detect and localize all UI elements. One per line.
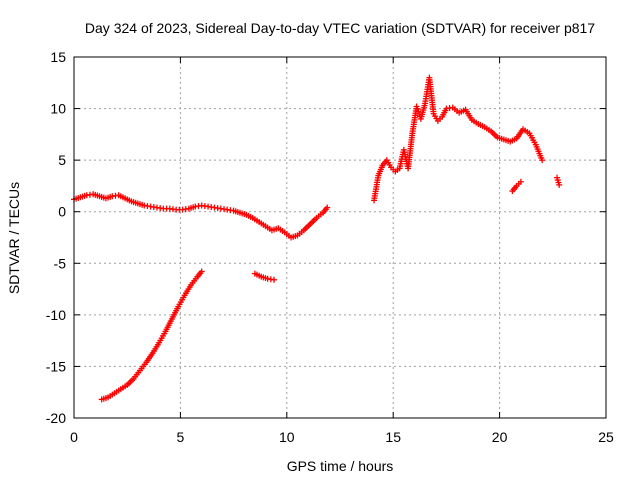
series-late-segment-21h	[509, 178, 524, 195]
data-point	[379, 158, 389, 169]
x-tick-label: 25	[598, 429, 614, 445]
data-point	[198, 202, 208, 210]
x-tick-label: 20	[492, 429, 508, 445]
data-point	[488, 128, 499, 139]
data-point	[409, 105, 420, 137]
data-point	[258, 273, 269, 282]
data-point	[532, 141, 545, 161]
data-point	[217, 205, 228, 213]
data-point	[268, 225, 280, 234]
data-point	[147, 203, 157, 211]
data-point	[539, 157, 546, 164]
x-tick-label: 0	[70, 429, 78, 445]
data-point	[143, 351, 155, 366]
data-point	[324, 204, 331, 211]
data-point	[175, 294, 187, 310]
data-point	[256, 219, 267, 228]
y-tick-label: -20	[46, 410, 66, 426]
data-point	[98, 395, 109, 403]
data-point	[149, 341, 161, 357]
data-point	[526, 130, 538, 146]
data-point	[162, 318, 174, 335]
y-tick-labels: -20 -15 -10 -5 0 5 10 15	[46, 49, 66, 426]
x-tick-label: 15	[385, 429, 401, 445]
data-point	[517, 178, 524, 185]
y-tick-label: 10	[50, 101, 66, 117]
data-point	[288, 233, 299, 241]
y-tick-label: 15	[50, 49, 66, 65]
data-point	[77, 192, 88, 201]
data-point	[456, 107, 467, 116]
series-late-segment-23h	[554, 174, 563, 188]
data-point	[271, 276, 278, 283]
data-point	[156, 330, 168, 346]
data-point	[481, 124, 492, 133]
data-point	[417, 102, 428, 122]
series-main-track-0-12h	[71, 191, 331, 241]
series-evening-rise	[371, 74, 546, 204]
data-point	[153, 204, 164, 212]
data-point	[117, 383, 129, 393]
y-tick-label: 5	[58, 152, 66, 168]
x-axis-label: GPS time / hours	[287, 458, 394, 474]
y-axis-label: SDTVAR / TECUs	[6, 182, 22, 294]
grid-lines	[74, 57, 606, 418]
y-tick-label: -5	[54, 255, 67, 271]
x-tick-labels: 0 5 10 15 20 25	[70, 429, 614, 445]
data-point	[115, 192, 126, 201]
data-point	[243, 211, 254, 220]
data-point	[236, 209, 248, 218]
data-point	[375, 164, 385, 179]
data-point	[168, 305, 181, 322]
y-tick-label: -10	[46, 307, 66, 323]
data-point	[211, 204, 221, 212]
data-point	[556, 181, 563, 188]
series-short-segment-9h	[251, 270, 278, 283]
data-point	[371, 174, 381, 204]
data-point	[554, 174, 562, 186]
data-points	[71, 74, 563, 403]
series-descending-arc	[98, 268, 205, 403]
data-point	[166, 205, 176, 213]
data-point	[205, 203, 215, 211]
y-tick-label: 0	[58, 204, 66, 220]
data-point	[426, 74, 437, 115]
data-point	[319, 206, 329, 216]
plot-frame	[73, 56, 607, 419]
chart-title: Day 324 of 2023, Sidereal Day-to-day VTE…	[85, 20, 595, 36]
data-point	[509, 184, 519, 195]
y-tick-label: -15	[46, 358, 66, 374]
data-point	[462, 106, 474, 121]
data-point	[128, 198, 139, 206]
x-tick-label: 5	[177, 429, 185, 445]
axis-ticks	[73, 56, 607, 419]
data-point	[141, 202, 151, 210]
data-point	[198, 268, 205, 275]
data-point	[96, 193, 107, 201]
data-point	[443, 105, 453, 112]
data-point	[185, 204, 197, 212]
x-tick-label: 10	[279, 429, 295, 445]
